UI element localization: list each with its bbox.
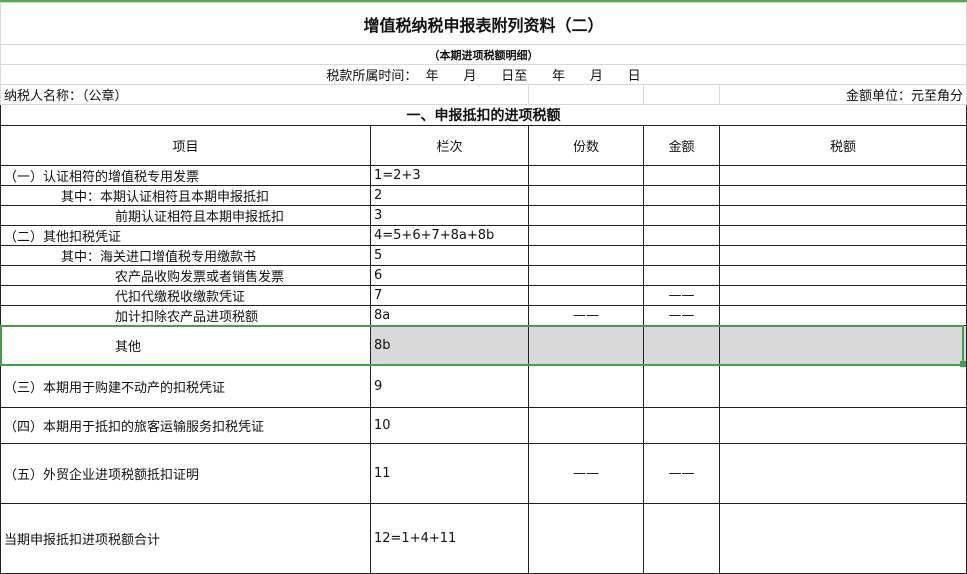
- cell-count[interactable]: [528, 407, 644, 444]
- cell-amount[interactable]: [643, 165, 720, 186]
- cell-count[interactable]: [528, 165, 644, 186]
- cell-col[interactable]: 11: [370, 443, 529, 504]
- cell-count[interactable]: ——: [528, 305, 644, 326]
- cell-col[interactable]: 8a: [370, 305, 529, 326]
- cell-item[interactable]: （四）本期用于抵扣的旅客运输服务扣税凭证: [0, 407, 371, 444]
- table-row: （四）本期用于抵扣的旅客运输服务扣税凭证 10: [0, 407, 967, 444]
- table-row: （五）外贸企业进项税额抵扣证明 11 —— ——: [0, 443, 967, 504]
- cell-col[interactable]: 2: [370, 185, 529, 206]
- cell-amount[interactable]: ——: [643, 285, 720, 306]
- cell-item[interactable]: （三）本期用于购建不动产的扣税凭证: [0, 365, 371, 408]
- cell-count[interactable]: [528, 325, 644, 366]
- cell-amount[interactable]: [643, 365, 720, 408]
- header-tax[interactable]: 税额: [718, 125, 967, 166]
- cell-item[interactable]: （一）认证相符的增值税专用发票: [0, 165, 371, 186]
- cell-amount[interactable]: [643, 265, 720, 286]
- table-row: 代扣代缴税收缴款凭证 7 ——: [0, 285, 967, 306]
- cell-amount[interactable]: [643, 325, 720, 366]
- taxpayer-name[interactable]: 纳税人名称：（公章）: [0, 84, 529, 105]
- header-column[interactable]: 栏次: [370, 125, 529, 166]
- cell-count[interactable]: [528, 265, 644, 286]
- tax-period[interactable]: 税款所属时间： 年 月 日至 年 月 日: [0, 64, 967, 85]
- cell-col[interactable]: 8b: [370, 325, 529, 366]
- cell-tax[interactable]: [718, 443, 967, 504]
- cell-tax[interactable]: [718, 205, 967, 226]
- cell-tax[interactable]: [718, 225, 967, 246]
- header-count[interactable]: 份数: [528, 125, 644, 166]
- cell-col[interactable]: 7: [370, 285, 529, 306]
- cell-col[interactable]: 1=2+3: [370, 165, 529, 186]
- table-row: 其中：海关进口增值税专用缴款书 5: [0, 245, 967, 266]
- cell-tax[interactable]: [718, 305, 967, 326]
- cell-col[interactable]: 10: [370, 407, 529, 444]
- table-row: （一）认证相符的增值税专用发票 1=2+3: [0, 165, 967, 186]
- cell-tax[interactable]: [718, 265, 967, 286]
- cell-amount[interactable]: ——: [643, 305, 720, 326]
- cell-count[interactable]: [528, 245, 644, 266]
- cell-tax[interactable]: [718, 285, 967, 306]
- cell-tax[interactable]: [718, 325, 967, 366]
- cell-item[interactable]: 其中：本期认证相符且本期申报抵扣: [0, 185, 371, 206]
- cell-col[interactable]: 12=1+4+11: [370, 503, 529, 574]
- table-row: 当期申报抵扣进项税额合计 12=1+4+11: [0, 503, 967, 574]
- form-title[interactable]: 增值税纳税申报表附列资料（二）: [0, 2, 967, 45]
- table-row: （三）本期用于购建不动产的扣税凭证 9: [0, 365, 967, 408]
- cell-amount[interactable]: [643, 185, 720, 206]
- cell-col[interactable]: 3: [370, 205, 529, 226]
- cell-amount[interactable]: [643, 225, 720, 246]
- form-subtitle[interactable]: （本期进项税额明细）: [0, 44, 967, 65]
- cell-tax[interactable]: [718, 503, 967, 574]
- cell-count[interactable]: [528, 185, 644, 206]
- table-row: 加计扣除农产品进项税额 8a —— ——: [0, 305, 967, 326]
- cell-tax[interactable]: [718, 245, 967, 266]
- cell-col[interactable]: 4=5+6+7+8a+8b: [370, 225, 529, 246]
- cell-tax[interactable]: [718, 365, 967, 408]
- cell-count[interactable]: [528, 285, 644, 306]
- cell-amount[interactable]: ——: [643, 443, 720, 504]
- cell-amount[interactable]: [643, 503, 720, 574]
- cell-item[interactable]: 前期认证相符且本期申报抵扣: [0, 205, 371, 226]
- header-item[interactable]: 项目: [0, 125, 371, 166]
- cell[interactable]: [643, 84, 720, 105]
- header-amount[interactable]: 金额: [643, 125, 720, 166]
- cell-item[interactable]: 当期申报抵扣进项税额合计: [0, 503, 371, 574]
- table-row: （二）其他扣税凭证 4=5+6+7+8a+8b: [0, 225, 967, 246]
- table-row: 其中：本期认证相符且本期申报抵扣 2: [0, 185, 967, 206]
- cell[interactable]: [528, 84, 644, 105]
- amount-unit[interactable]: 金额单位：元至角分: [718, 84, 967, 105]
- cell-item[interactable]: 代扣代缴税收缴款凭证: [0, 285, 371, 306]
- cell-item[interactable]: 农产品收购发票或者销售发票: [0, 265, 371, 286]
- section-title[interactable]: 一、申报抵扣的进项税额: [0, 104, 967, 126]
- table-row: 农产品收购发票或者销售发票 6: [0, 265, 967, 286]
- cell-amount[interactable]: [643, 245, 720, 266]
- cell-amount[interactable]: [643, 407, 720, 444]
- cell-count[interactable]: [528, 365, 644, 408]
- cell-item[interactable]: （二）其他扣税凭证: [0, 225, 371, 246]
- cell-item[interactable]: 其他: [0, 325, 371, 366]
- cell-col[interactable]: 6: [370, 265, 529, 286]
- cell-item[interactable]: （五）外贸企业进项税额抵扣证明: [0, 443, 371, 504]
- table-row: 前期认证相符且本期申报抵扣 3: [0, 205, 967, 226]
- cell-count[interactable]: [528, 225, 644, 246]
- cell-col[interactable]: 9: [370, 365, 529, 408]
- cell-tax[interactable]: [718, 165, 967, 186]
- cell-col[interactable]: 5: [370, 245, 529, 266]
- cell-item[interactable]: 加计扣除农产品进项税额: [0, 305, 371, 326]
- table-row: 其他 8b: [0, 325, 967, 366]
- cell-tax[interactable]: [718, 407, 967, 444]
- cell-item[interactable]: 其中：海关进口增值税专用缴款书: [0, 245, 371, 266]
- cell-count[interactable]: [528, 205, 644, 226]
- cell-count[interactable]: [528, 503, 644, 574]
- fill-handle[interactable]: [960, 361, 966, 367]
- cell-count[interactable]: ——: [528, 443, 644, 504]
- cell-amount[interactable]: [643, 205, 720, 226]
- cell-tax[interactable]: [718, 185, 967, 206]
